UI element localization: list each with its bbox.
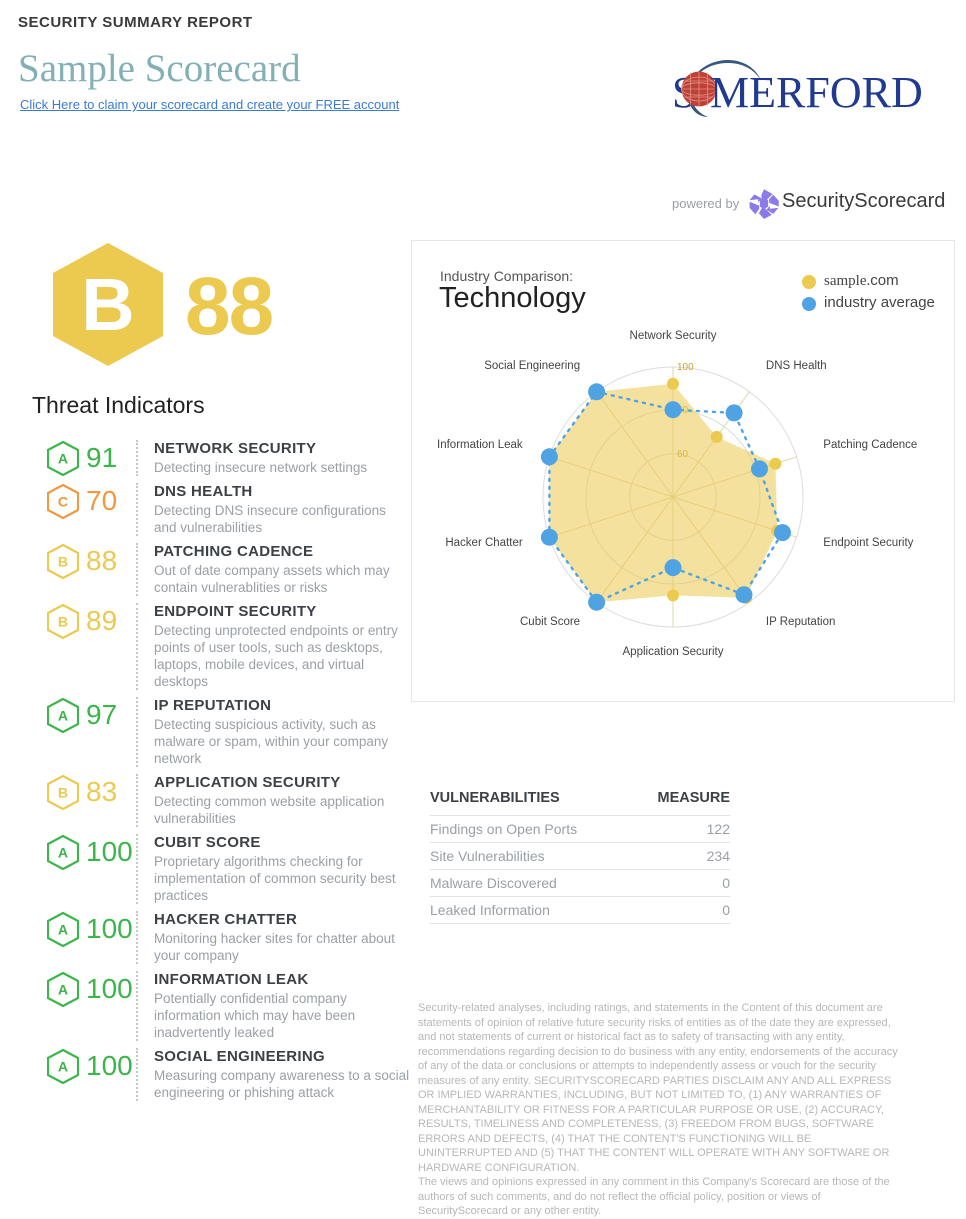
svg-text:IP Reputation: IP Reputation <box>766 616 835 628</box>
svg-text:B: B <box>58 785 68 801</box>
svg-text:Patching Cadence: Patching Cadence <box>823 439 917 451</box>
svg-text:Network Security: Network Security <box>630 330 717 342</box>
svg-text:A: A <box>58 451 68 467</box>
svg-text:A: A <box>58 708 68 724</box>
svg-text:B: B <box>81 263 134 346</box>
svg-text:A: A <box>58 845 68 861</box>
svg-text:DNS Health: DNS Health <box>766 360 827 372</box>
svg-text:MERFORD: MERFORD <box>710 68 923 117</box>
svg-text:Endpoint Security: Endpoint Security <box>823 537 913 549</box>
svg-text:C: C <box>58 494 68 510</box>
svg-text:Hacker Chatter: Hacker Chatter <box>445 537 523 549</box>
svg-text:A: A <box>58 1059 68 1075</box>
svg-text:Information Leak: Information Leak <box>437 439 523 451</box>
svg-text:Social Engineering: Social Engineering <box>484 360 580 372</box>
svg-text:A: A <box>58 982 68 998</box>
svg-text:Cubit Score: Cubit Score <box>520 616 580 628</box>
svg-text:A: A <box>58 922 68 938</box>
svg-text:Application Security: Application Security <box>623 646 724 658</box>
svg-text:B: B <box>58 614 68 630</box>
svg-text:B: B <box>58 554 68 570</box>
svg-text:100: 100 <box>677 362 694 373</box>
